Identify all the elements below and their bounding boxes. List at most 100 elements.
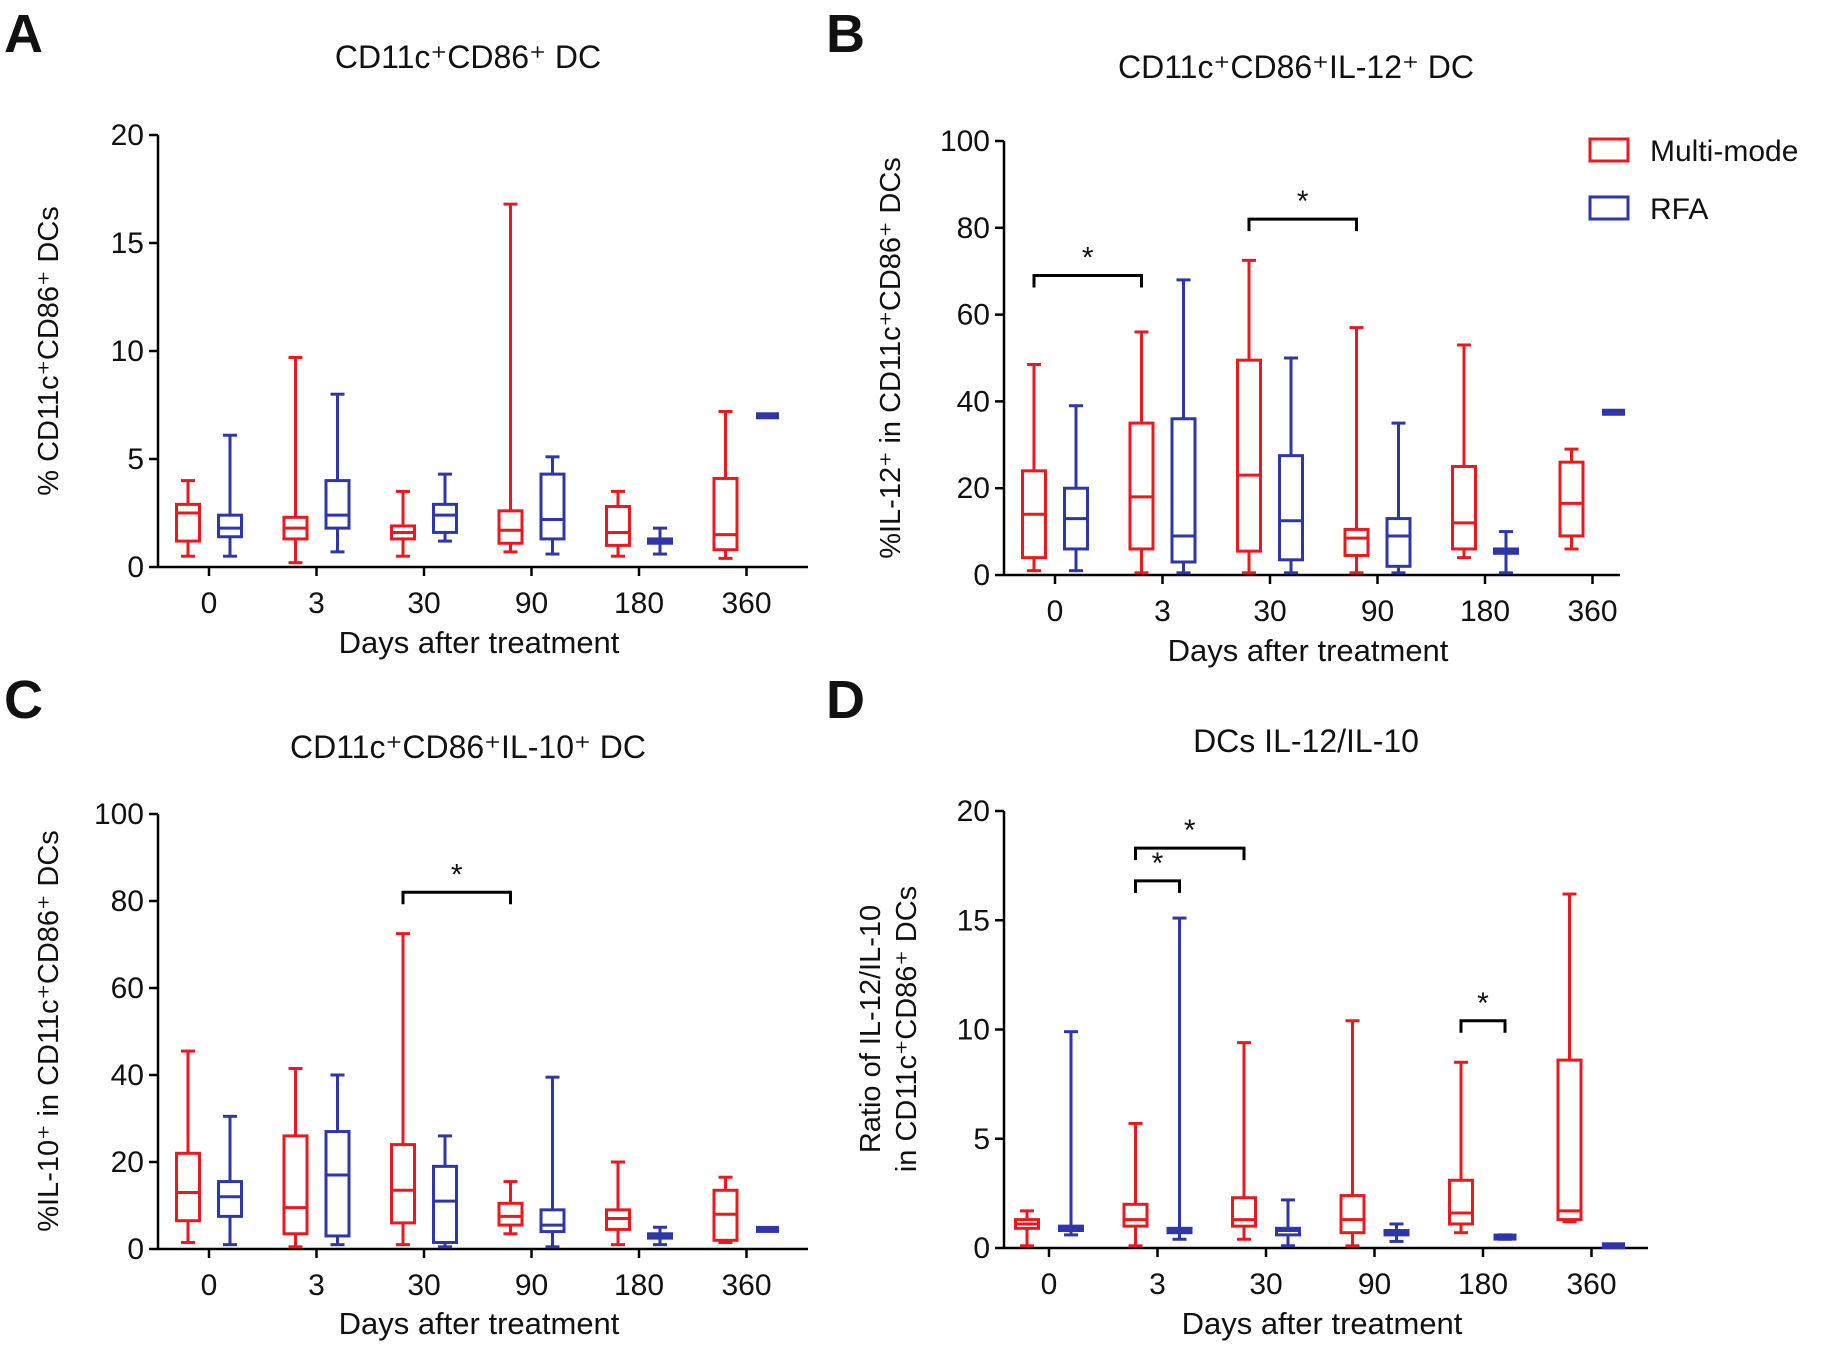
box-rfa (432, 1134, 458, 1249)
bracket-line (1459, 1019, 1507, 1033)
significance-asterisk: * (1184, 814, 1196, 847)
box-iqr (539, 1208, 566, 1234)
y-axis-label: %IL-12⁺ in CD11c⁺CD86⁺ DCs (875, 157, 907, 559)
box-rfa (1278, 356, 1304, 575)
box-iqr (1558, 460, 1585, 538)
box-flat (1602, 1242, 1625, 1250)
box-iqr (1556, 1058, 1583, 1222)
box-rfa (1275, 1198, 1301, 1248)
y-tick-label: 0 (127, 1233, 144, 1266)
x-axis-label: Days after treatment (1168, 633, 1449, 668)
box-multi-mode (712, 1175, 739, 1244)
box-rfa (756, 412, 779, 420)
box-iqr (1451, 465, 1477, 551)
bracket-line (1134, 846, 1246, 861)
x-tick-label: 180 (614, 587, 664, 620)
legend-swatch-rfa (1588, 195, 1630, 221)
x-tick-label: 3 (308, 587, 325, 620)
box-rfa (1385, 421, 1412, 575)
box-multi-mode (1128, 330, 1155, 575)
panel-letter: D (826, 670, 865, 730)
x-tick-label: 30 (407, 1269, 440, 1302)
x-tick-label: 180 (1460, 595, 1510, 628)
legend-label: Multi-mode (1650, 135, 1798, 168)
x-tick-label: 90 (515, 1269, 548, 1302)
box-iqr (432, 502, 458, 534)
y-tick-label: 40 (957, 385, 990, 418)
box-iqr (712, 476, 739, 552)
x-tick-label: 0 (1047, 595, 1064, 628)
box-iqr (497, 509, 524, 545)
significance-asterisk: * (1477, 987, 1489, 1020)
x-tick-label: 30 (1253, 595, 1286, 628)
box-iqr (1170, 417, 1197, 564)
box-multi-mode (1014, 1209, 1040, 1248)
panel-letter: A (4, 4, 43, 64)
panel-letter: C (4, 670, 43, 730)
legend-swatch-multi-mode (1588, 137, 1630, 163)
panel-letter: B (826, 4, 865, 64)
box-rfa (1166, 916, 1193, 1241)
y-tick-label: 0 (973, 1232, 990, 1265)
box-multi-mode (390, 932, 416, 1247)
box-rfa (647, 1225, 673, 1247)
y-tick-label: 15 (111, 227, 144, 260)
box-iqr (1343, 527, 1370, 557)
box-multi-mode (605, 1160, 631, 1247)
y-axis-label: in CD11c⁺CD86⁺ DCs (891, 886, 923, 1172)
box-rfa (1063, 404, 1089, 573)
box-rfa (1383, 1222, 1410, 1243)
significance-bracket: * (1134, 814, 1246, 861)
box-rfa (756, 1225, 779, 1233)
x-tick-label: 90 (1358, 1268, 1391, 1301)
x-tick-label: 360 (1567, 595, 1617, 628)
box-multi-mode (282, 1066, 309, 1249)
box-multi-mode (1556, 892, 1583, 1224)
box-iqr (1385, 517, 1412, 568)
y-tick-label: 0 (973, 559, 990, 592)
y-tick-label: 10 (111, 335, 144, 368)
box-iqr (539, 472, 566, 541)
panel-D: D DCs IL-12/IL-10 0 5 10 15 20 0 3 30 90 180 360 Days… (826, 670, 1648, 1341)
x-tick-label: 3 (1154, 595, 1171, 628)
x-tick-label: 180 (1458, 1268, 1508, 1301)
box-multi-mode (1451, 343, 1477, 560)
x-tick-label: 90 (1361, 595, 1394, 628)
box-rfa (217, 1114, 243, 1247)
box-multi-mode (497, 1180, 524, 1236)
box-iqr (390, 1143, 416, 1225)
bracket-line (1134, 879, 1181, 893)
box-flat (1493, 1233, 1517, 1241)
y-axis-label: %IL-10⁺ in CD11c⁺CD86⁺ DCs (33, 830, 65, 1232)
box-iqr (175, 502, 201, 543)
x-tick-label: 90 (515, 587, 548, 620)
significance-bracket: * (1032, 242, 1143, 288)
box-multi-mode (1448, 1060, 1474, 1235)
box-iqr (282, 1134, 309, 1236)
box-multi-mode (712, 409, 739, 560)
box-rfa (1602, 408, 1625, 416)
bracket-line (1032, 274, 1143, 288)
x-tick-label: 30 (407, 587, 440, 620)
significance-bracket: * (1459, 987, 1507, 1033)
y-tick-label: 5 (127, 443, 144, 476)
box-rfa (432, 472, 458, 543)
box-flat (756, 1225, 779, 1233)
y-tick-label: 15 (957, 904, 990, 937)
chart-title: DCs IL-12/IL-10 (1193, 723, 1419, 759)
y-tick-label: 60 (111, 972, 144, 1005)
box-flat (756, 412, 779, 420)
y-tick-label: 80 (111, 885, 144, 918)
box-flat (1602, 408, 1625, 416)
box-iqr (1339, 1194, 1366, 1235)
y-tick-label: 80 (957, 212, 990, 245)
y-tick-label: 60 (957, 299, 990, 332)
panel-C: C CD11c⁺CD86⁺IL-10⁺ DC 0 20 40 60 80 100 0 3 30 90 1… (4, 670, 808, 1341)
y-tick-label: 20 (957, 472, 990, 505)
box-iqr (1122, 1202, 1149, 1228)
box-iqr (217, 1180, 243, 1218)
chart-title: CD11c⁺CD86⁺ DC (335, 39, 601, 75)
x-axis-label: Days after treatment (339, 625, 620, 660)
box-iqr (1236, 358, 1262, 553)
box-rfa (217, 433, 243, 558)
